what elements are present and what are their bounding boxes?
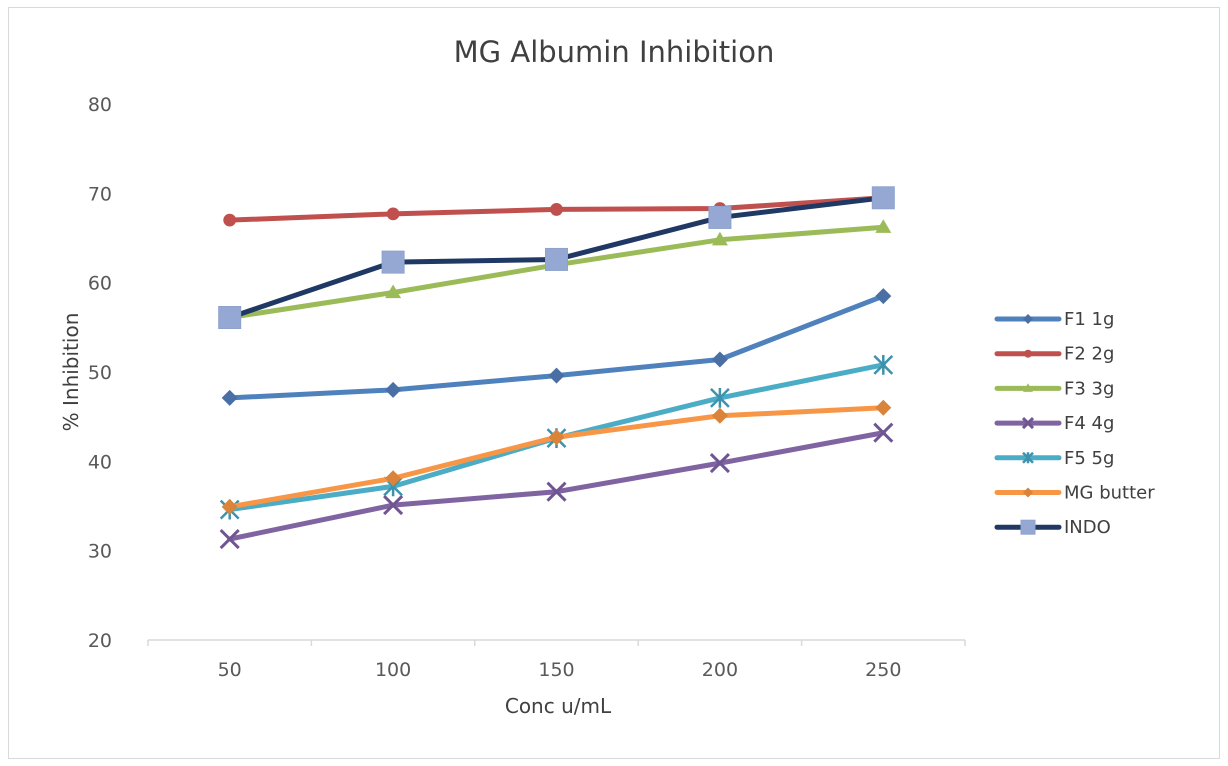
data-point-circle bbox=[386, 207, 400, 221]
y-tick-label: 70 bbox=[88, 183, 112, 205]
data-point-triangle bbox=[385, 284, 402, 299]
x-axis: 50 100 150 200 250 bbox=[147, 639, 966, 681]
data-point-diamond bbox=[1023, 487, 1033, 498]
y-axis-title: % Inhibition bbox=[59, 313, 83, 432]
legend-item: F2 2g bbox=[994, 344, 1114, 365]
y-tick-label: 20 bbox=[88, 630, 112, 652]
x-tick-label: 200 bbox=[702, 659, 738, 681]
data-point-square bbox=[708, 205, 732, 229]
data-point-diamond bbox=[221, 498, 238, 515]
data-point-triangle bbox=[711, 231, 728, 246]
x-tick-label: 100 bbox=[375, 659, 411, 681]
legend-item: F5 5g bbox=[994, 448, 1114, 469]
data-point-diamond bbox=[385, 381, 402, 398]
legend-item: F4 4g bbox=[994, 413, 1114, 434]
y-tick-label: 60 bbox=[88, 273, 112, 295]
legend-label: INDO bbox=[1064, 517, 1111, 538]
series-layer bbox=[218, 186, 895, 550]
data-point-triangle bbox=[1023, 383, 1033, 392]
data-point-star bbox=[710, 388, 730, 408]
data-point-diamond bbox=[875, 288, 892, 305]
data-point-diamond bbox=[711, 407, 728, 424]
series-mg-butter bbox=[221, 399, 892, 515]
series-line bbox=[227, 224, 886, 321]
data-point-star bbox=[1022, 451, 1034, 464]
x-tick-label: 150 bbox=[538, 659, 574, 681]
legend-label: F2 2g bbox=[1064, 344, 1114, 365]
data-point-x bbox=[1021, 417, 1035, 430]
legend-label: F4 4g bbox=[1064, 413, 1114, 434]
series-indo bbox=[218, 186, 895, 330]
series-f3-3g bbox=[221, 219, 892, 324]
data-point-square bbox=[1020, 519, 1036, 535]
chart-frame bbox=[8, 7, 1220, 759]
data-point-square bbox=[218, 306, 242, 330]
legend-label: F3 3g bbox=[1064, 378, 1114, 399]
x-tick-label: 250 bbox=[865, 659, 901, 681]
legend-label: MG butter bbox=[1064, 483, 1155, 504]
data-point-x bbox=[873, 422, 894, 443]
series-line bbox=[227, 430, 886, 542]
legend-label: F1 1g bbox=[1064, 309, 1114, 330]
legend: F1 1g F2 2g F3 3g F4 4g F5 5g MG butter INDO bbox=[994, 309, 1155, 538]
data-point-triangle bbox=[875, 219, 892, 233]
chart-title: MG Albumin Inhibition bbox=[454, 35, 775, 69]
data-point-diamond bbox=[875, 399, 892, 416]
data-point-square bbox=[381, 250, 405, 274]
data-point-diamond bbox=[1023, 314, 1033, 324]
data-point-square bbox=[871, 186, 895, 210]
y-tick-label: 40 bbox=[88, 451, 112, 473]
y-axis: 20 30 40 50 60 70 80 bbox=[88, 94, 112, 652]
data-point-x bbox=[219, 528, 240, 550]
legend-item: MG butter bbox=[994, 483, 1155, 504]
data-point-diamond bbox=[548, 367, 565, 384]
data-point-diamond bbox=[385, 470, 402, 487]
data-point-x bbox=[546, 481, 567, 502]
legend-item: F3 3g bbox=[994, 378, 1114, 399]
data-point-diamond bbox=[711, 351, 728, 368]
y-tick-label: 80 bbox=[88, 94, 112, 116]
data-point-circle bbox=[1024, 349, 1032, 358]
data-point-circle bbox=[550, 203, 563, 216]
x-axis-title: Conc u/mL bbox=[505, 694, 612, 718]
data-point-x bbox=[383, 495, 404, 516]
series-f1-1g bbox=[221, 288, 892, 406]
y-tick-label: 50 bbox=[88, 362, 112, 384]
x-tick-label: 50 bbox=[218, 659, 242, 681]
data-point-x bbox=[709, 453, 730, 474]
data-point-diamond bbox=[548, 429, 565, 446]
legend-item: F1 1g bbox=[994, 309, 1114, 330]
data-point-square bbox=[545, 247, 568, 271]
legend-item: INDO bbox=[994, 517, 1111, 538]
y-tick-label: 30 bbox=[88, 541, 112, 563]
data-point-diamond bbox=[221, 389, 238, 406]
series-f4-4g bbox=[219, 422, 894, 550]
legend-label: F5 5g bbox=[1064, 448, 1114, 469]
data-point-star bbox=[873, 354, 894, 375]
data-point-circle bbox=[223, 213, 237, 227]
